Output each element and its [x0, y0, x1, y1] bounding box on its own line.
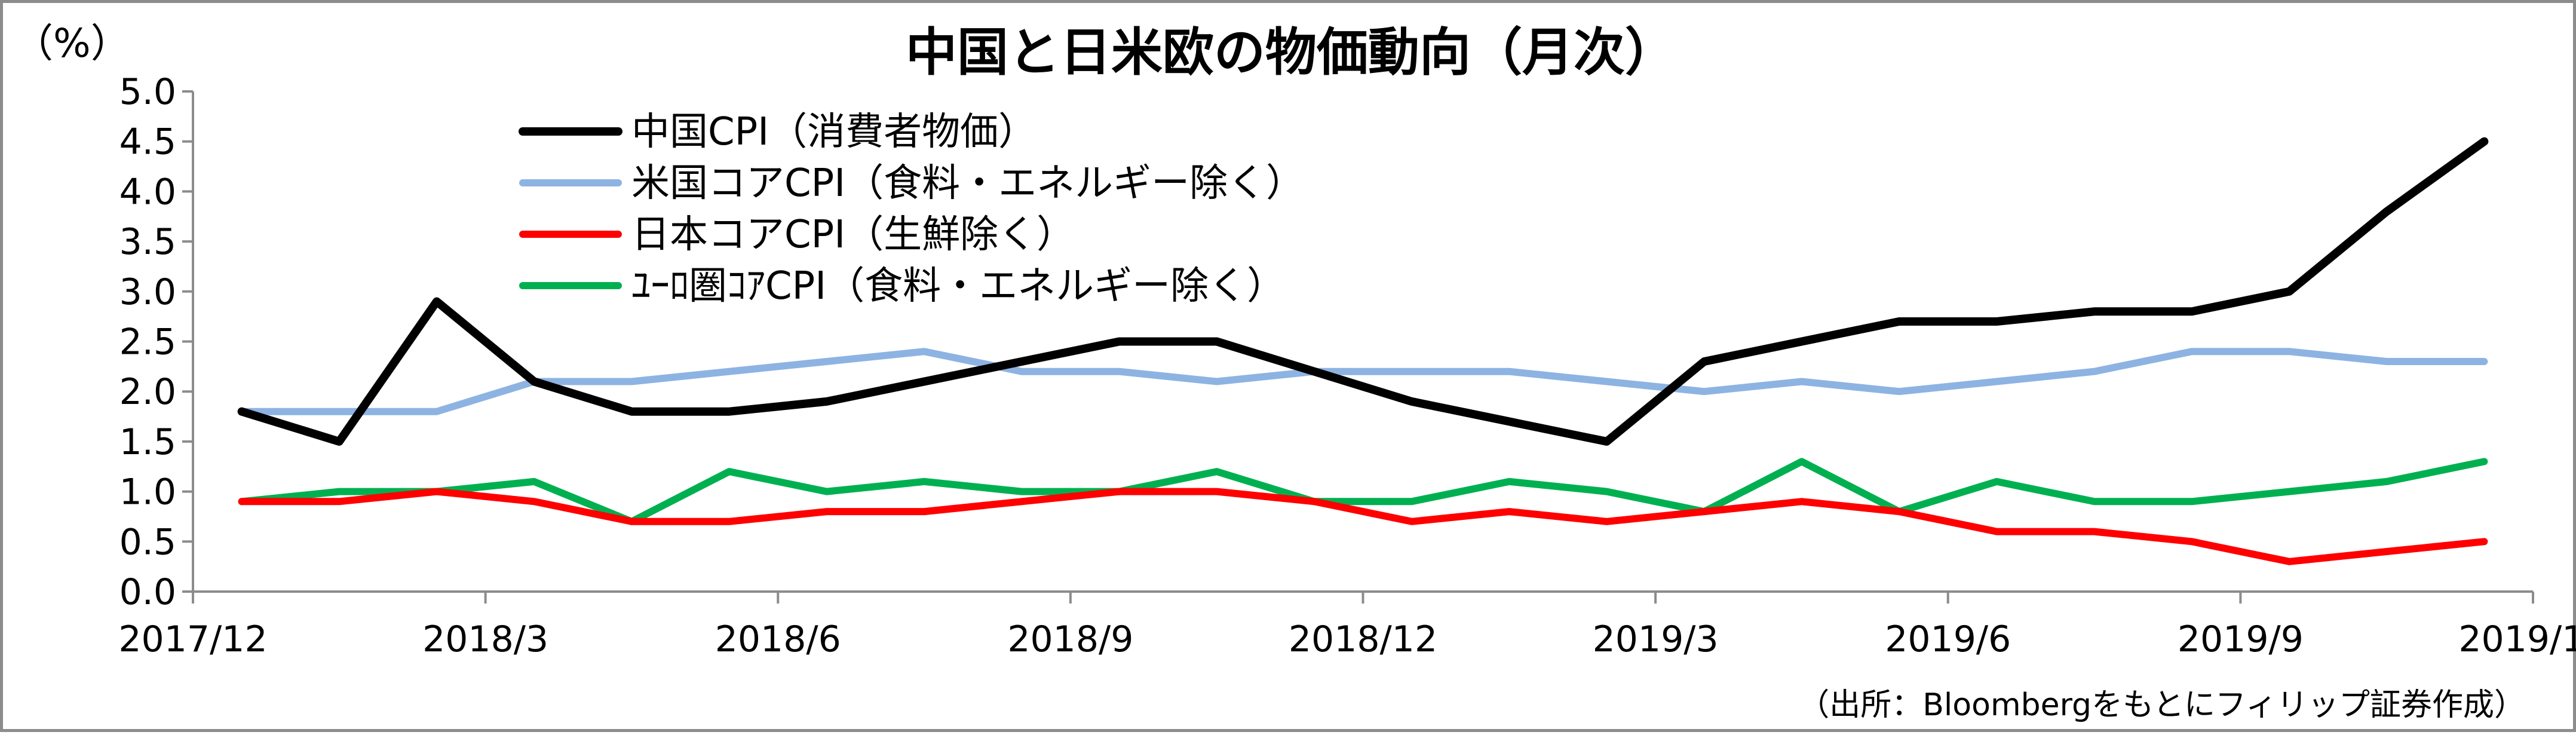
legend-label-4: ﾕｰﾛ圏ｺｱCPI（食料・エネルギー除く）	[631, 264, 1285, 308]
x-tick-label: 2018/12	[1289, 618, 1437, 660]
y-tick-label: 2.5	[119, 321, 176, 363]
y-tick-label: 1.0	[119, 471, 176, 513]
y-tick-label: 4.0	[119, 171, 176, 213]
plot-lines	[237, 137, 2489, 565]
y-tick-label: 2.0	[119, 371, 176, 413]
legend-label-2: 米国コアCPI（食料・エネルギー除く）	[631, 161, 1304, 206]
axes: 0.0 0.5 1.0 1.5 2.0 2.5 3.0 3.5 4.0 4.5 5.0 2017/12…	[118, 71, 2576, 660]
x-tick-label: 2019/3	[1593, 618, 1719, 660]
x-tick-label: 2018/9	[1007, 618, 1133, 660]
y-tick-label: 0.5	[119, 521, 176, 563]
legend: 中国CPI（消費者物価） 米国コアCPI（食料・エネルギー除く） 日本コアCPI（生…	[519, 110, 1304, 308]
series-line-2	[238, 348, 2488, 415]
x-tick-label: 2019/6	[1885, 618, 2011, 660]
y-tick-label: 3.0	[119, 271, 176, 313]
x-tick-label: 2019/12	[2458, 618, 2576, 660]
x-tick-label: 2019/9	[2178, 618, 2304, 660]
source-note: （出所：Bloombergをもとにフィリップ証券作成）	[1798, 687, 2525, 723]
y-axis-unit-label: （%）	[14, 20, 130, 66]
y-tick-label: 1.5	[119, 421, 176, 463]
y-tick-label: 0.0	[119, 571, 176, 613]
x-tick-label: 2018/3	[422, 618, 548, 660]
y-tick-label: 4.5	[119, 121, 176, 163]
chart-title: 中国と日米欧の物価動向（月次）	[906, 23, 1676, 82]
y-tick-label: 5.0	[119, 71, 176, 113]
y-tick-label: 3.5	[119, 221, 176, 263]
x-tick-label: 2017/12	[118, 618, 267, 660]
x-tick-label: 2018/6	[715, 618, 841, 660]
legend-label-3: 日本コアCPI（生鮮除く）	[631, 213, 1075, 257]
series-line-1	[237, 137, 2489, 446]
series-line-3	[238, 488, 2488, 565]
line-chart: 中国と日米欧の物価動向（月次） （%） 0.0 0.5 1.0 1.5 2.0 2.5 3.…	[14, 20, 2576, 723]
legend-label-1: 中国CPI（消費者物価）	[631, 110, 1036, 154]
